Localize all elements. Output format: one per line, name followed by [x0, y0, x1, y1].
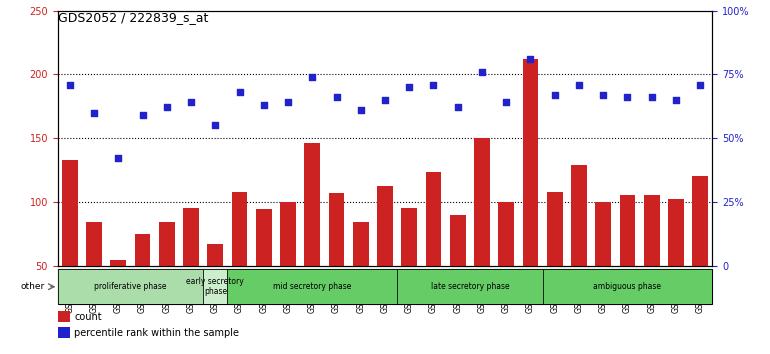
Point: [694, 82, 706, 87]
Bar: [692, 176, 708, 329]
Bar: [397, 269, 543, 304]
Point: [233, 89, 246, 95]
Bar: [620, 195, 635, 329]
Point: [645, 95, 658, 100]
Bar: [135, 234, 150, 329]
Point: [621, 95, 634, 100]
Point: [476, 69, 488, 75]
Bar: [426, 172, 441, 329]
Bar: [110, 261, 126, 329]
Bar: [58, 327, 69, 338]
Point: [209, 122, 222, 128]
Point: [379, 97, 391, 103]
Bar: [227, 269, 397, 304]
Bar: [474, 138, 490, 329]
Bar: [256, 210, 272, 329]
Bar: [377, 187, 393, 329]
Text: ambiguous phase: ambiguous phase: [594, 282, 661, 291]
Point: [597, 92, 609, 98]
Point: [136, 112, 149, 118]
Bar: [183, 208, 199, 329]
Point: [403, 84, 415, 90]
Text: late secretory phase: late secretory phase: [430, 282, 509, 291]
Bar: [450, 215, 466, 329]
Point: [306, 74, 319, 80]
Bar: [595, 202, 611, 329]
Bar: [498, 202, 514, 329]
Bar: [207, 244, 223, 329]
Point: [524, 56, 537, 62]
Point: [161, 105, 173, 110]
Bar: [547, 192, 563, 329]
Point: [451, 105, 464, 110]
Bar: [668, 199, 684, 329]
Point: [573, 82, 585, 87]
Point: [548, 92, 561, 98]
Point: [500, 99, 512, 105]
Bar: [58, 311, 69, 322]
Text: mid secretory phase: mid secretory phase: [273, 282, 351, 291]
Bar: [353, 222, 369, 329]
Bar: [304, 143, 320, 329]
Point: [64, 82, 76, 87]
Text: percentile rank within the sample: percentile rank within the sample: [74, 328, 239, 338]
Bar: [329, 193, 344, 329]
Bar: [86, 222, 102, 329]
Bar: [159, 222, 175, 329]
Text: GDS2052 / 222839_s_at: GDS2052 / 222839_s_at: [58, 11, 208, 24]
Bar: [203, 269, 227, 304]
Bar: [62, 160, 78, 329]
Bar: [232, 192, 247, 329]
Text: proliferative phase: proliferative phase: [94, 282, 167, 291]
Bar: [571, 165, 587, 329]
Point: [185, 99, 197, 105]
Point: [427, 82, 440, 87]
Point: [330, 95, 343, 100]
Point: [258, 102, 270, 108]
Bar: [523, 59, 538, 329]
Bar: [401, 208, 417, 329]
Bar: [58, 269, 203, 304]
Point: [670, 97, 682, 103]
Bar: [280, 202, 296, 329]
Point: [355, 107, 367, 113]
Text: other: other: [21, 282, 45, 291]
Text: count: count: [74, 312, 102, 322]
Point: [88, 110, 100, 115]
Bar: [644, 195, 660, 329]
Point: [112, 156, 125, 161]
Bar: [543, 269, 712, 304]
Point: [282, 99, 294, 105]
Text: early secretory
phase: early secretory phase: [186, 277, 244, 296]
